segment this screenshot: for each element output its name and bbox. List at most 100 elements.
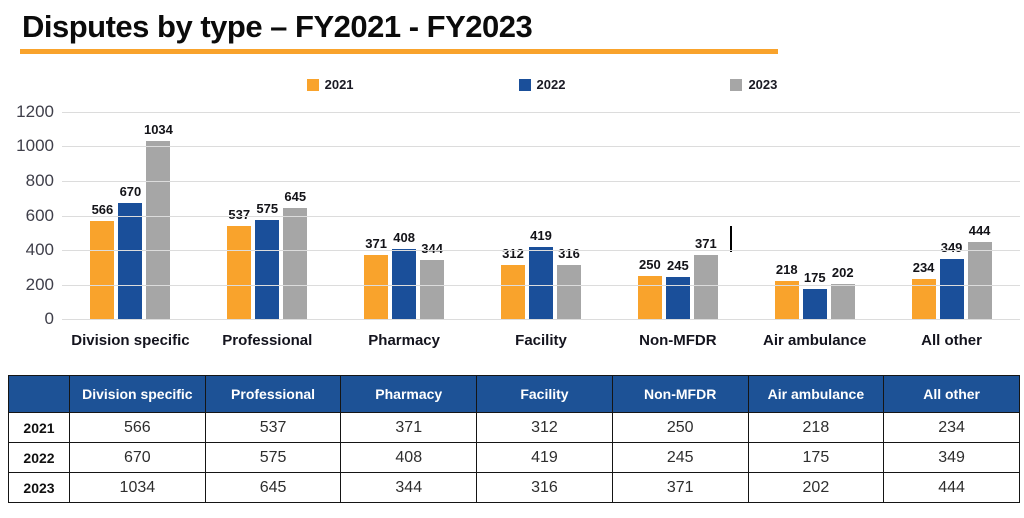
row-label-2021: 2021 bbox=[8, 412, 70, 443]
bar-group-air-ambulance: 218 175 202 bbox=[746, 112, 883, 319]
bar-value-label: 575 bbox=[256, 200, 279, 216]
bar-2023-facility: 316 bbox=[557, 246, 581, 319]
legend-label: 2022 bbox=[536, 77, 566, 92]
gridline-0 bbox=[62, 319, 1020, 320]
category-label-facility: Facility bbox=[515, 332, 567, 349]
cell-2021-facility: 312 bbox=[476, 412, 613, 443]
table-row-2022: 2022 670 575 408 419 245 175 349 bbox=[8, 442, 1020, 473]
bar-2023-all-other: 444 bbox=[967, 223, 992, 319]
category-label-non-mfdr: Non-MFDR bbox=[639, 332, 717, 349]
table-header-row: Division specific Professional Pharmacy Fac… bbox=[8, 375, 1020, 413]
category-label-all-other: All other bbox=[921, 332, 982, 349]
chart-legend: 2021 2022 2023 bbox=[62, 77, 1022, 92]
bar-value-label: 537 bbox=[228, 207, 251, 223]
table-header-division-specific: Division specific bbox=[69, 375, 206, 413]
bar-value-label: 419 bbox=[530, 227, 552, 243]
bar-group-division-specific: 566 670 1034 bbox=[62, 112, 199, 319]
legend-swatch-2021 bbox=[306, 78, 319, 91]
bar-2023-non-mfdr: 371 bbox=[693, 236, 718, 319]
table-body: 2021 566 537 371 312 250 218 234 2022 670 575 408 41… bbox=[8, 412, 1020, 503]
legend-item-2022: 2022 bbox=[518, 77, 566, 92]
bar-2023-pharmacy: 344 bbox=[420, 241, 445, 319]
cell-2021-air-ambulance: 218 bbox=[747, 412, 885, 443]
page-title: Disputes by type – FY2021 - FY2023 bbox=[22, 9, 533, 44]
legend-swatch-2023 bbox=[730, 78, 743, 91]
bar-value-label: 344 bbox=[421, 240, 443, 256]
cell-2023-air-ambulance: 202 bbox=[747, 472, 885, 503]
table-header-non-mfdr: Non-MFDR bbox=[611, 375, 749, 413]
bar-2022-pharmacy: 408 bbox=[392, 230, 417, 319]
y-axis-tick-400: 400 bbox=[25, 239, 54, 259]
cell-2022-non-mfdr: 245 bbox=[611, 442, 749, 473]
table-header-air-ambulance: Air ambulance bbox=[747, 375, 885, 413]
gridline-1000 bbox=[62, 146, 1020, 148]
data-table: Division specific Professional Pharmacy Fac… bbox=[8, 375, 1020, 503]
bar-2023-air-ambulance: 202 bbox=[830, 265, 855, 319]
y-axis-tick-0: 0 bbox=[44, 309, 54, 328]
cell-2022-facility: 419 bbox=[476, 442, 613, 473]
bar-value-label: 408 bbox=[393, 229, 415, 245]
bar-value-label: 371 bbox=[695, 236, 717, 252]
cell-2022-professional: 575 bbox=[204, 442, 342, 473]
bar-2022-air-ambulance: 175 bbox=[802, 270, 827, 319]
cell-2023-professional: 645 bbox=[204, 472, 342, 503]
table-header-facility: Facility bbox=[476, 375, 613, 413]
category-label-division-specific: Division specific bbox=[71, 332, 190, 349]
y-axis-tick-1000: 1000 bbox=[16, 136, 54, 156]
bar-value-label: 234 bbox=[912, 259, 935, 275]
bar-value-label: 316 bbox=[558, 245, 580, 261]
bar-value-label: 202 bbox=[831, 265, 854, 281]
table-header-all-other: All other bbox=[883, 375, 1020, 413]
legend-label: 2023 bbox=[748, 77, 778, 92]
cell-2021-non-mfdr: 250 bbox=[611, 412, 749, 443]
bar-value-label: 371 bbox=[365, 236, 387, 252]
cell-2022-division-specific: 670 bbox=[69, 442, 206, 473]
bar-group-facility: 312 419 316 bbox=[473, 112, 610, 319]
bar-2021-non-mfdr: 250 bbox=[637, 257, 662, 319]
cell-2023-non-mfdr: 371 bbox=[611, 472, 749, 503]
cell-2023-pharmacy: 344 bbox=[340, 472, 478, 503]
bar-value-label: 349 bbox=[940, 239, 963, 255]
cell-2023-facility: 316 bbox=[476, 472, 613, 503]
text-cursor-artifact bbox=[729, 226, 732, 252]
bar-2022-professional: 575 bbox=[255, 201, 280, 319]
y-axis-tick-600: 600 bbox=[25, 205, 54, 225]
legend-item-2021: 2021 bbox=[306, 77, 354, 92]
category-label-air-ambulance: Air ambulance bbox=[763, 332, 867, 349]
bar-2022-non-mfdr: 245 bbox=[665, 258, 690, 319]
category-label-pharmacy: Pharmacy bbox=[368, 332, 440, 349]
bar-value-label: 312 bbox=[502, 246, 524, 262]
bar-group-pharmacy: 371 408 344 bbox=[336, 112, 473, 319]
bar-2021-division-specific: 566 bbox=[90, 202, 115, 319]
bar-2022-facility: 419 bbox=[529, 228, 553, 319]
legend-label: 2021 bbox=[324, 77, 354, 92]
table-row-2021: 2021 566 537 371 312 250 218 234 bbox=[8, 412, 1020, 443]
bar-value-label: 645 bbox=[284, 188, 307, 204]
bar-2021-facility: 312 bbox=[501, 246, 525, 319]
y-axis-tick-1200: 1200 bbox=[16, 102, 54, 121]
bar-value-label: 670 bbox=[119, 184, 142, 200]
bar-2022-division-specific: 670 bbox=[118, 184, 143, 319]
title-underline bbox=[20, 49, 778, 54]
bar-value-label: 245 bbox=[667, 257, 689, 273]
category-label-professional: Professional bbox=[222, 332, 313, 349]
row-label-2022: 2022 bbox=[8, 442, 70, 473]
gridline-400 bbox=[62, 249, 1020, 251]
y-axis-tick-800: 800 bbox=[25, 170, 54, 190]
category-axis: Division specific Professional Pharmacy Fac… bbox=[62, 332, 1020, 349]
cell-2021-professional: 537 bbox=[204, 412, 342, 443]
bar-2021-pharmacy: 371 bbox=[364, 236, 389, 319]
gridline-600 bbox=[62, 215, 1020, 217]
bar-2021-air-ambulance: 218 bbox=[774, 262, 799, 319]
bar-value-label: 175 bbox=[803, 269, 826, 285]
table-row-2023: 2023 1034 645 344 316 371 202 444 bbox=[8, 472, 1020, 503]
gridline-200 bbox=[62, 284, 1020, 286]
cell-2021-division-specific: 566 bbox=[69, 412, 206, 443]
bar-group-non-mfdr: 250 245 371 bbox=[609, 112, 746, 319]
bar-2022-all-other: 349 bbox=[939, 240, 964, 319]
cell-2022-all-other: 349 bbox=[883, 442, 1020, 473]
gridline-1200 bbox=[62, 112, 1020, 113]
cell-2022-pharmacy: 408 bbox=[340, 442, 478, 473]
bar-value-label: 1034 bbox=[143, 121, 173, 137]
bar-value-label: 250 bbox=[639, 256, 661, 272]
